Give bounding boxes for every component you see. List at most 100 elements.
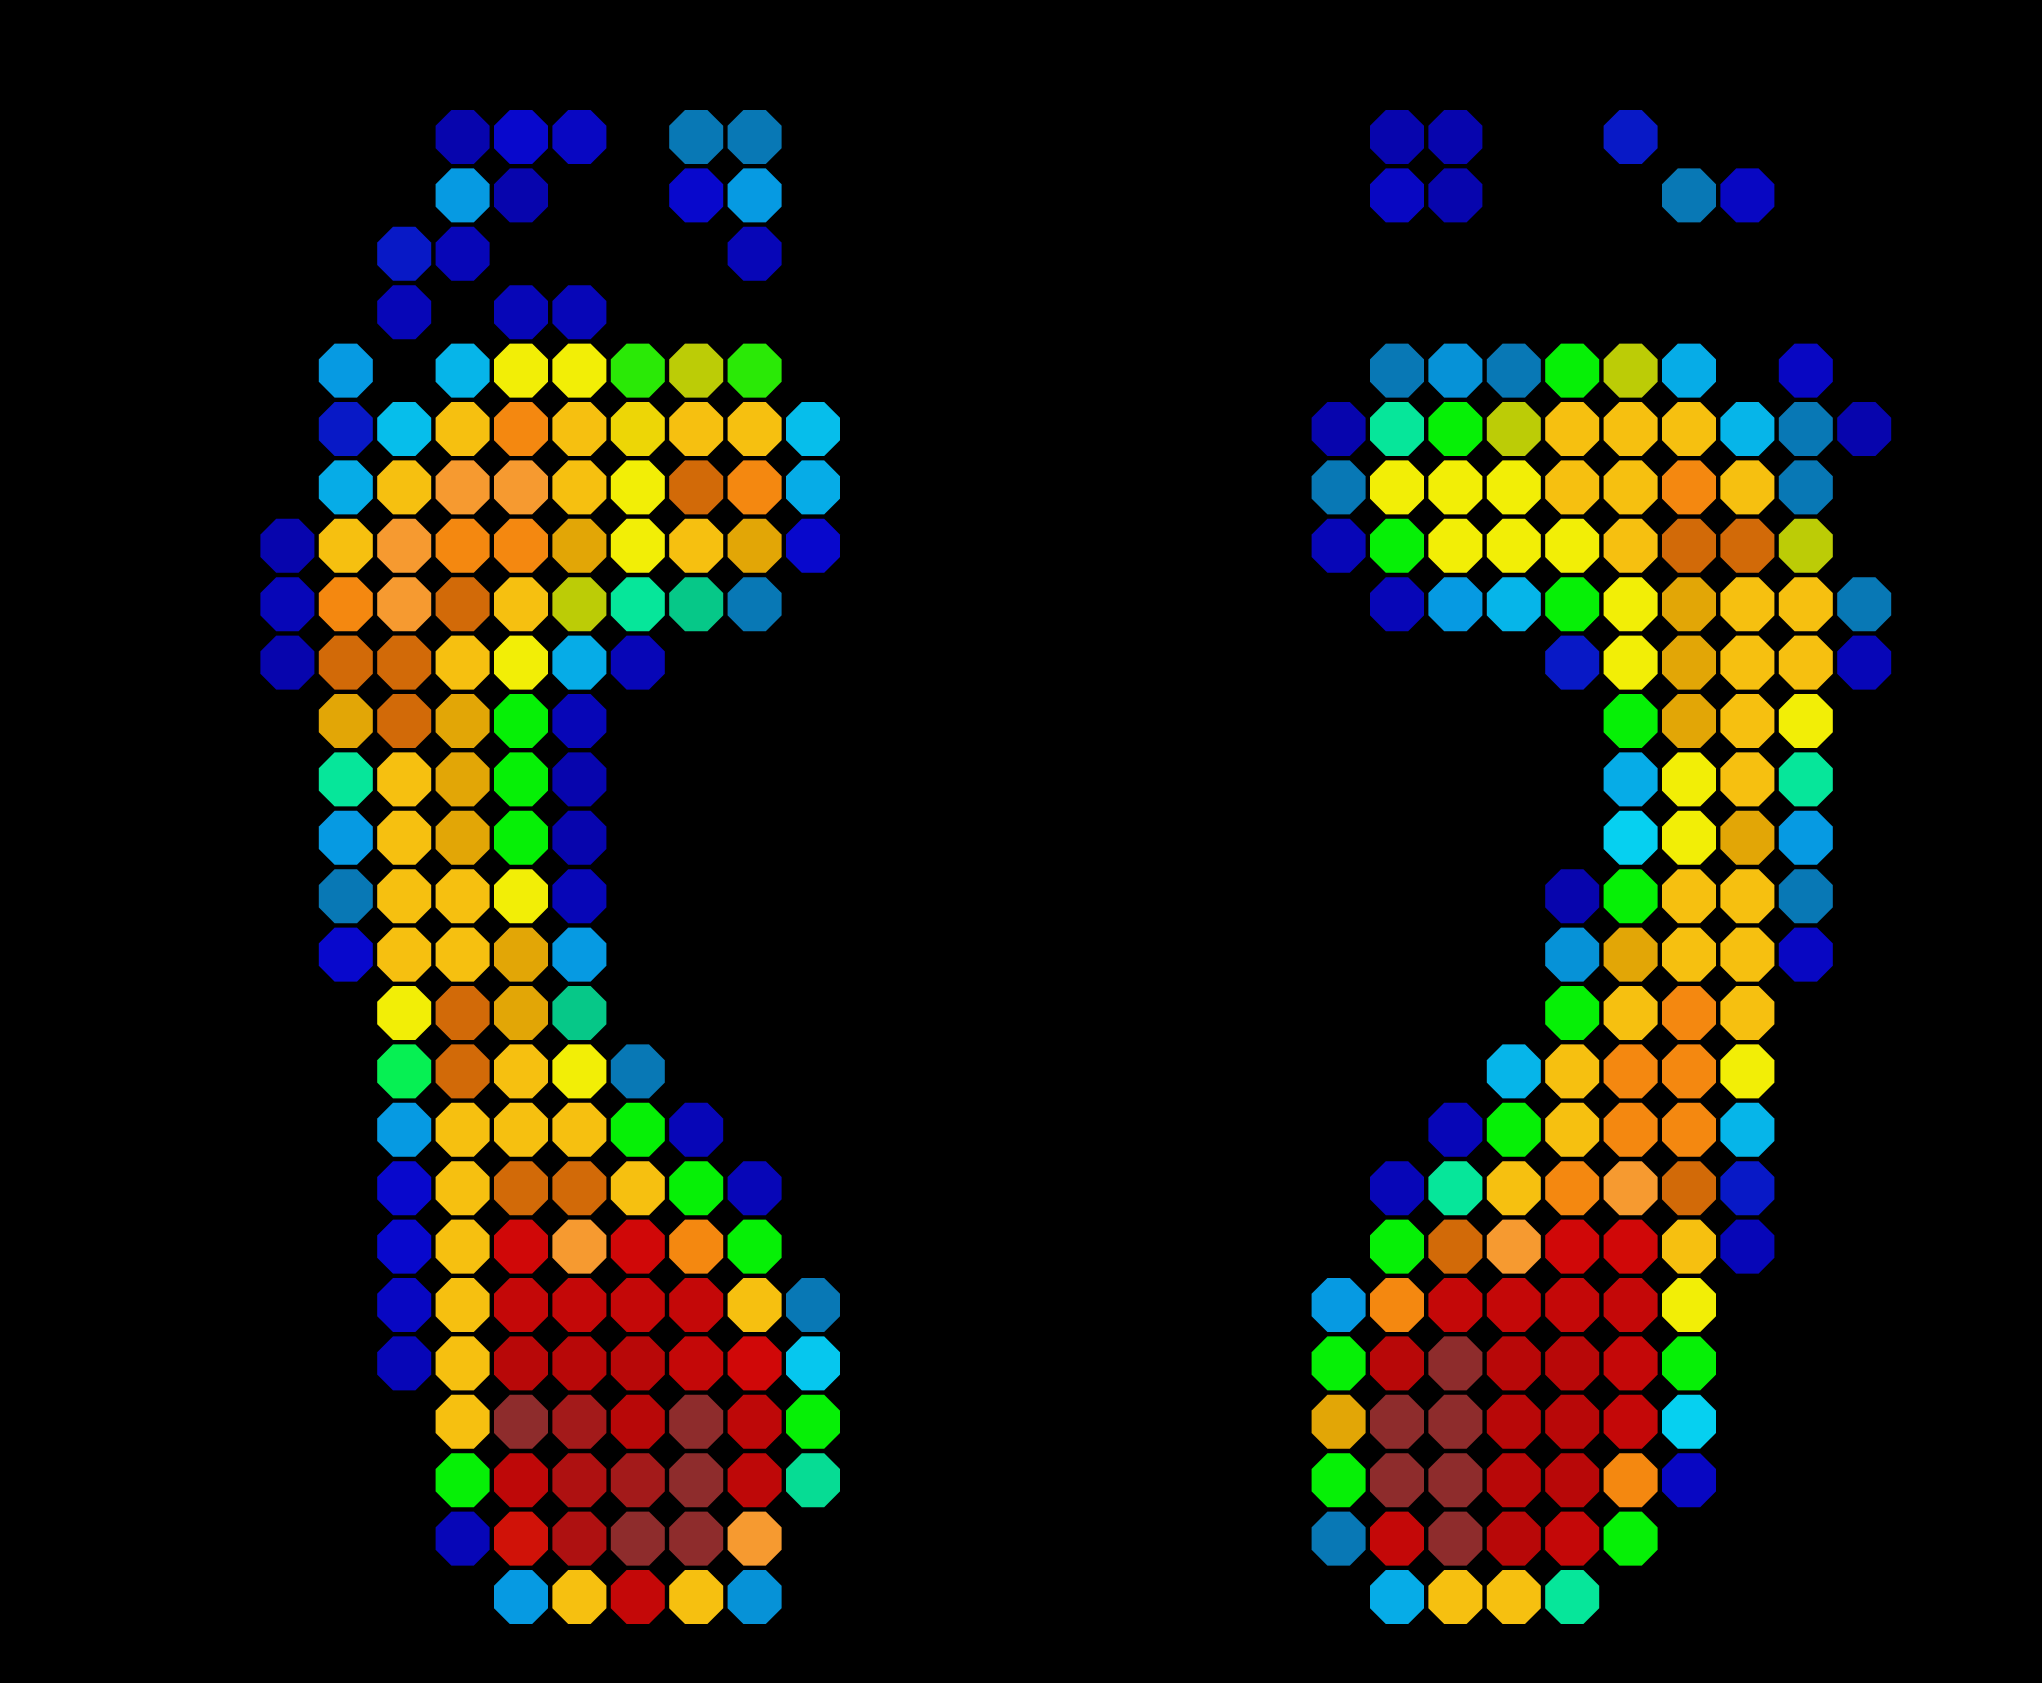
- left-foot-sensor-r4-c6: [552, 343, 607, 398]
- left-foot-sensor-r12-c2: [318, 810, 373, 865]
- left-foot-sensor-r6-c8: [669, 460, 724, 515]
- right-foot-sensor-r13-c26: [1720, 869, 1775, 924]
- right-foot-sensor-r8-c25: [1662, 577, 1716, 632]
- right-foot-sensor-r18-c26: [1720, 1161, 1775, 1216]
- left-foot-sensor-r4-c7: [610, 343, 665, 398]
- right-foot-sensor-r18-c21: [1428, 1161, 1483, 1216]
- right-foot-sensor-r4-c24: [1603, 343, 1658, 398]
- right-foot-sensor-r17-c26: [1720, 1102, 1775, 1157]
- right-foot-sensor-r24-c22: [1486, 1511, 1541, 1566]
- right-foot-sensor-r24-c24: [1603, 1511, 1658, 1566]
- left-foot-sensor-r20-c6: [552, 1278, 607, 1332]
- right-foot-sensor-r21-c19: [1311, 1336, 1366, 1391]
- right-foot-sensor-r10-c25: [1662, 694, 1716, 748]
- left-foot-sensor-r23-c7: [610, 1453, 665, 1508]
- left-foot-sensor-r9-c5: [494, 635, 548, 690]
- left-foot-sensor-r12-c6: [552, 810, 607, 865]
- right-foot-sensor-r25-c22: [1486, 1570, 1541, 1624]
- right-foot-sensor-r13-c27: [1778, 869, 1833, 924]
- left-foot-sensor-r11-c4: [435, 752, 490, 807]
- left-foot-sensor-r16-c7: [610, 1044, 665, 1099]
- right-foot-sensor-r10-c26: [1720, 694, 1775, 748]
- left-foot-sensor-r5-c2: [318, 402, 373, 456]
- right-foot-sensor-r6-c20: [1370, 460, 1424, 515]
- left-foot-sensor-r1-c9: [727, 168, 782, 223]
- left-foot-sensor-r9-c6: [552, 635, 607, 690]
- right-foot-sensor-r9-c25: [1662, 635, 1716, 690]
- right-foot-sensor-r9-c23: [1545, 635, 1600, 690]
- right-foot-sensor-r22-c19: [1311, 1394, 1366, 1449]
- left-foot-sensor-r4-c9: [727, 343, 782, 398]
- right-foot-sensor-r8-c23: [1545, 577, 1600, 632]
- right-foot-sensor-r23-c21: [1428, 1453, 1483, 1508]
- left-foot-sensor-r22-c10: [786, 1394, 840, 1449]
- left-foot-sensor-r25-c8: [669, 1570, 724, 1624]
- left-foot-sensor-r18-c5: [494, 1161, 548, 1216]
- right-foot-sensor-r0-c24: [1603, 110, 1658, 164]
- left-foot-sensor-r20-c10: [786, 1278, 840, 1332]
- left-foot-sensor-r7-c6: [552, 518, 607, 573]
- left-foot-sensor-r16-c3: [377, 1044, 432, 1099]
- right-foot-sensor-r21-c20: [1370, 1336, 1424, 1391]
- right-foot-sensor-r20-c19: [1311, 1278, 1366, 1332]
- right-foot-sensor-r12-c24: [1603, 810, 1658, 865]
- right-foot-sensor-r6-c25: [1662, 460, 1716, 515]
- left-foot-sensor-r11-c2: [318, 752, 373, 807]
- left-foot-sensor-r20-c7: [610, 1278, 665, 1332]
- right-foot-sensor-r5-c26: [1720, 402, 1775, 456]
- right-foot-sensor-r7-c19: [1311, 518, 1366, 573]
- left-foot-sensor-r24-c4: [435, 1511, 490, 1566]
- left-foot-sensor-r10-c3: [377, 694, 432, 748]
- right-foot-sensor-r6-c26: [1720, 460, 1775, 515]
- left-foot-sensor-r10-c4: [435, 694, 490, 748]
- left-foot-sensor-r21-c6: [552, 1336, 607, 1391]
- left-foot-sensor-r4-c2: [318, 343, 373, 398]
- right-foot-sensor-r14-c24: [1603, 927, 1658, 982]
- right-foot-sensor-r19-c23: [1545, 1219, 1600, 1274]
- left-foot-sensor-r3-c3: [377, 285, 432, 340]
- left-foot-sensor-r25-c6: [552, 1570, 607, 1624]
- right-foot-sensor-r6-c24: [1603, 460, 1658, 515]
- right-foot-sensor-r8-c21: [1428, 577, 1483, 632]
- right-foot-sensor-r25-c23: [1545, 1570, 1600, 1624]
- left-foot-sensor-r23-c5: [494, 1453, 548, 1508]
- right-foot-sensor-r9-c27: [1778, 635, 1833, 690]
- right-foot-sensor-r5-c19: [1311, 402, 1366, 456]
- left-foot-sensor-r13-c3: [377, 869, 432, 924]
- left-foot-sensor-r4-c5: [494, 343, 548, 398]
- right-foot-sensor-r21-c23: [1545, 1336, 1600, 1391]
- left-foot-sensor-r1-c5: [494, 168, 548, 223]
- right-foot-sensor-r21-c22: [1486, 1336, 1541, 1391]
- right-foot-sensor-r15-c25: [1662, 986, 1716, 1040]
- left-foot-sensor-r21-c3: [377, 1336, 432, 1391]
- right-foot-sensor-r16-c22: [1486, 1044, 1541, 1099]
- right-foot-sensor-r13-c25: [1662, 869, 1716, 924]
- left-foot-sensor-r0-c5: [494, 110, 548, 164]
- right-foot-sensor-r5-c25: [1662, 402, 1716, 456]
- left-foot-sensor-r20-c3: [377, 1278, 432, 1332]
- right-foot-sensor-r12-c27: [1778, 810, 1833, 865]
- right-foot-sensor-r10-c27: [1778, 694, 1833, 748]
- left-foot-sensor-r9-c4: [435, 635, 490, 690]
- left-foot-sensor-r8-c9: [727, 577, 782, 632]
- right-foot-sensor-r4-c21: [1428, 343, 1483, 398]
- right-foot-sensor-r9-c28: [1837, 635, 1892, 690]
- left-foot-sensor-r9-c2: [318, 635, 373, 690]
- left-foot-sensor-r21-c4: [435, 1336, 490, 1391]
- right-foot-sensor-r5-c21: [1428, 402, 1483, 456]
- right-foot-sensor-r16-c23: [1545, 1044, 1600, 1099]
- right-foot-sensor-r8-c20: [1370, 577, 1424, 632]
- left-foot-sensor-r11-c3: [377, 752, 432, 807]
- right-foot-sensor-r19-c24: [1603, 1219, 1658, 1274]
- left-foot-sensor-r20-c9: [727, 1278, 782, 1332]
- right-foot-sensor-r7-c24: [1603, 518, 1658, 573]
- left-foot-sensor-r24-c8: [669, 1511, 724, 1566]
- left-foot-sensor-r3-c6: [552, 285, 607, 340]
- left-foot-sensor-r13-c2: [318, 869, 373, 924]
- right-foot-sensor-r1-c26: [1720, 168, 1775, 223]
- left-foot-sensor-r16-c6: [552, 1044, 607, 1099]
- right-foot-sensor-r8-c24: [1603, 577, 1658, 632]
- left-foot-sensor-r21-c8: [669, 1336, 724, 1391]
- left-foot-sensor-r6-c6: [552, 460, 607, 515]
- left-foot-sensor-r1-c8: [669, 168, 724, 223]
